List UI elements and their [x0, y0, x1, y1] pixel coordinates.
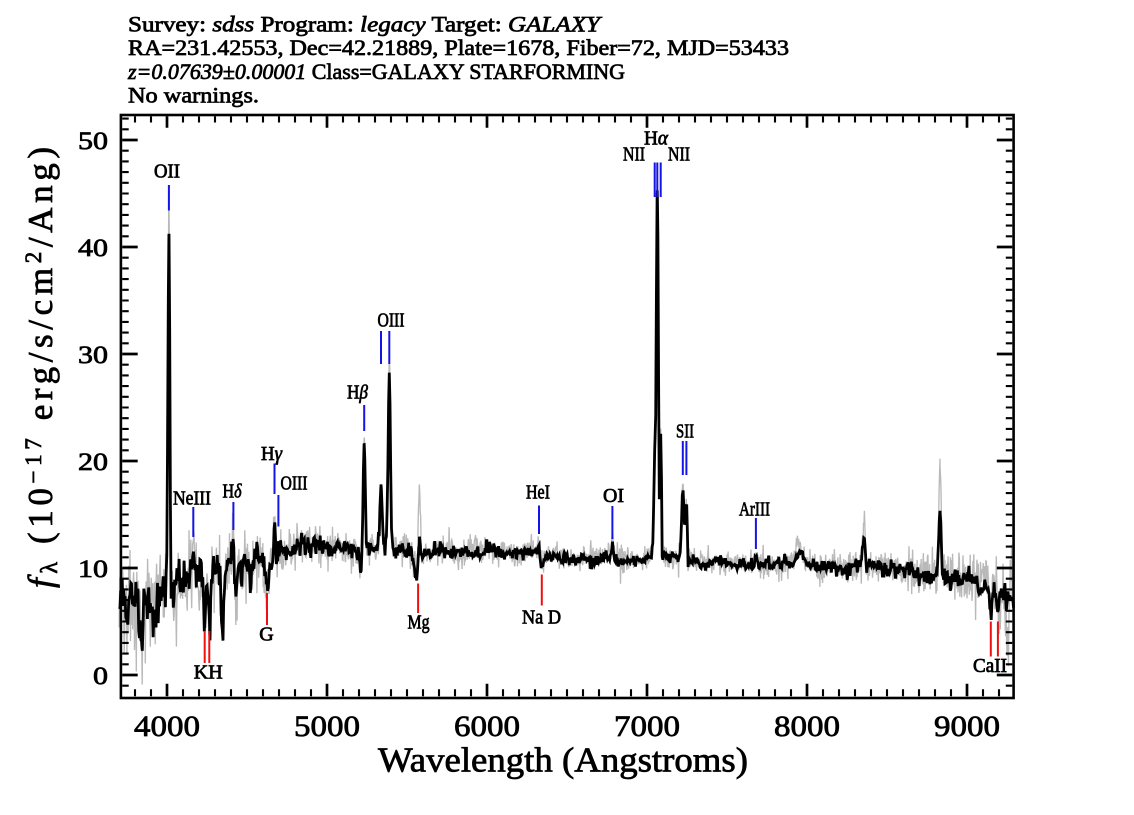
svg-text:Hα: Hα	[644, 128, 668, 150]
svg-text:OIII: OIII	[378, 310, 405, 332]
svg-text:z=0.07639±0.00001 Class=GALAXY: z=0.07639±0.00001 Class=GALAXY STARFORMI…	[127, 59, 625, 84]
svg-text:RA=231.42553, Dec=42.21889, Pl: RA=231.42553, Dec=42.21889, Plate=1678, …	[128, 35, 789, 60]
svg-text:Hβ: Hβ	[347, 382, 368, 404]
svg-text:NeIII: NeIII	[173, 488, 211, 510]
svg-text:No warnings.: No warnings.	[128, 83, 259, 108]
svg-text:OIII: OIII	[281, 473, 308, 495]
svg-text:50: 50	[78, 126, 108, 155]
svg-text:Mg: Mg	[408, 612, 430, 634]
svg-text:30: 30	[78, 340, 108, 369]
svg-text:7000: 7000	[614, 710, 680, 743]
svg-text:6000: 6000	[454, 710, 520, 743]
svg-text:HeI: HeI	[526, 482, 550, 504]
svg-text:NII: NII	[623, 144, 645, 166]
svg-text:10: 10	[78, 554, 108, 583]
svg-text:OII: OII	[154, 161, 180, 183]
svg-text:0: 0	[93, 661, 108, 690]
svg-text:H: H	[208, 662, 222, 684]
svg-text:9000: 9000	[934, 710, 1000, 743]
svg-text:CaII: CaII	[973, 655, 1007, 677]
svg-text:Wavelength (Angstroms): Wavelength (Angstroms)	[378, 741, 748, 780]
svg-text:Na D: Na D	[522, 607, 561, 629]
svg-text:Hδ: Hδ	[223, 481, 243, 503]
svg-text:Survey: sdss Program: legacy T: Survey: sdss Program: legacy Target: GAL…	[128, 12, 603, 37]
svg-text:4000: 4000	[134, 710, 200, 743]
svg-text:40: 40	[78, 233, 108, 262]
svg-text:NII: NII	[668, 144, 690, 166]
svg-text:Hγ: Hγ	[261, 443, 283, 465]
svg-text:ArIII: ArIII	[739, 499, 770, 521]
svg-text:20: 20	[78, 447, 108, 476]
svg-text:8000: 8000	[774, 710, 840, 743]
svg-text:OI: OI	[603, 485, 624, 507]
svg-text:G: G	[259, 624, 273, 646]
svg-text:5000: 5000	[294, 710, 360, 743]
svg-text:SII: SII	[676, 421, 694, 443]
svg-text:fλ (10−17 erg/s/cm2/Ang): fλ (10−17 erg/s/cm2/Ang)	[21, 147, 63, 588]
svg-text:K: K	[194, 662, 209, 684]
